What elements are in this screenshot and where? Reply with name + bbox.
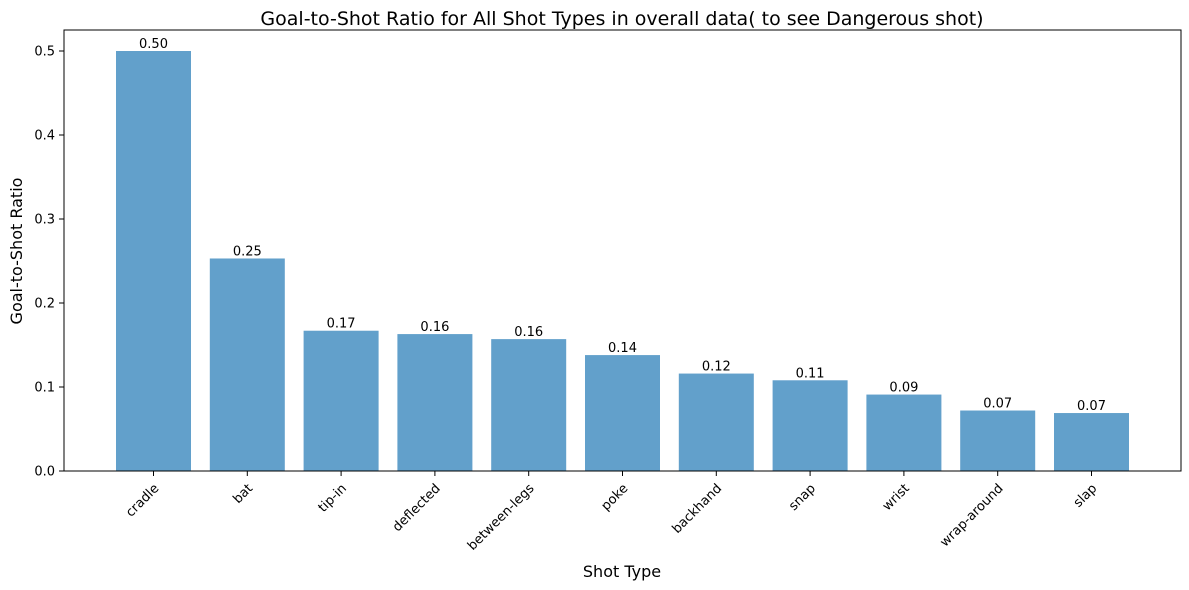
bar-wrap-around xyxy=(960,410,1036,471)
x-tick-label-snap: snap xyxy=(786,481,819,514)
x-axis-label: Shot Type xyxy=(583,562,661,581)
bars xyxy=(116,51,1129,471)
x-tick-label-wrap-around: wrap-around xyxy=(938,481,1007,550)
x-tick-label-between-legs: between-legs xyxy=(465,481,538,554)
data-label-snap: 0.11 xyxy=(796,366,825,381)
plot-frame xyxy=(63,29,1182,472)
y-tick-label: 0.0 xyxy=(34,465,55,480)
y-tick-label: 0.5 xyxy=(34,45,55,60)
x-tick-label-wrist: wrist xyxy=(880,481,913,514)
data-label-between-legs: 0.16 xyxy=(514,325,543,340)
data-labels: 0.50 0.25 0.17 0.16 0.16 0.14 0.12 0.11 0.09 0.07… xyxy=(139,37,1106,414)
y-axis-ticks: 0.0 0.1 0.2 0.3 0.4 0.5 xyxy=(34,45,64,480)
bar-deflected xyxy=(397,334,473,471)
x-tick-label-deflected: deflected xyxy=(390,481,444,535)
x-axis-ticks: cradle bat tip-in deflected between-legs poke… xyxy=(123,471,1100,554)
x-tick-label-tip-in: tip-in xyxy=(316,481,350,515)
bar-wrist xyxy=(866,394,942,471)
x-tick-label-backhand: backhand xyxy=(670,481,726,537)
bar-snap xyxy=(772,380,848,471)
data-label-backhand: 0.12 xyxy=(702,360,731,375)
bar-slap xyxy=(1054,413,1129,471)
y-axis-label: Goal-to-Shot Ratio xyxy=(7,178,26,325)
bar-cradle xyxy=(116,51,191,471)
data-label-wrap-around: 0.07 xyxy=(983,397,1012,412)
data-label-tip-in: 0.17 xyxy=(327,317,356,332)
y-tick-label: 0.4 xyxy=(34,129,55,144)
x-tick-label-bat: bat xyxy=(230,481,256,507)
bar-between-legs xyxy=(491,339,567,471)
chart-title: Goal-to-Shot Ratio for All Shot Types in… xyxy=(260,8,983,30)
y-tick-label: 0.3 xyxy=(34,213,55,228)
data-label-deflected: 0.16 xyxy=(420,320,449,335)
data-label-poke: 0.14 xyxy=(608,341,637,356)
x-tick-label-slap: slap xyxy=(1071,481,1100,510)
y-tick-label: 0.1 xyxy=(34,381,55,396)
data-label-slap: 0.07 xyxy=(1077,399,1106,414)
data-label-bat: 0.25 xyxy=(233,244,262,259)
bar-tip-in xyxy=(303,330,379,471)
bar-bat xyxy=(209,258,285,471)
x-tick-label-cradle: cradle xyxy=(123,481,162,520)
data-label-wrist: 0.09 xyxy=(889,381,918,396)
bar-poke xyxy=(585,355,660,471)
data-label-cradle: 0.50 xyxy=(139,37,168,52)
bar-backhand xyxy=(678,373,754,471)
x-tick-label-poke: poke xyxy=(599,481,632,514)
y-tick-label: 0.2 xyxy=(34,297,55,312)
